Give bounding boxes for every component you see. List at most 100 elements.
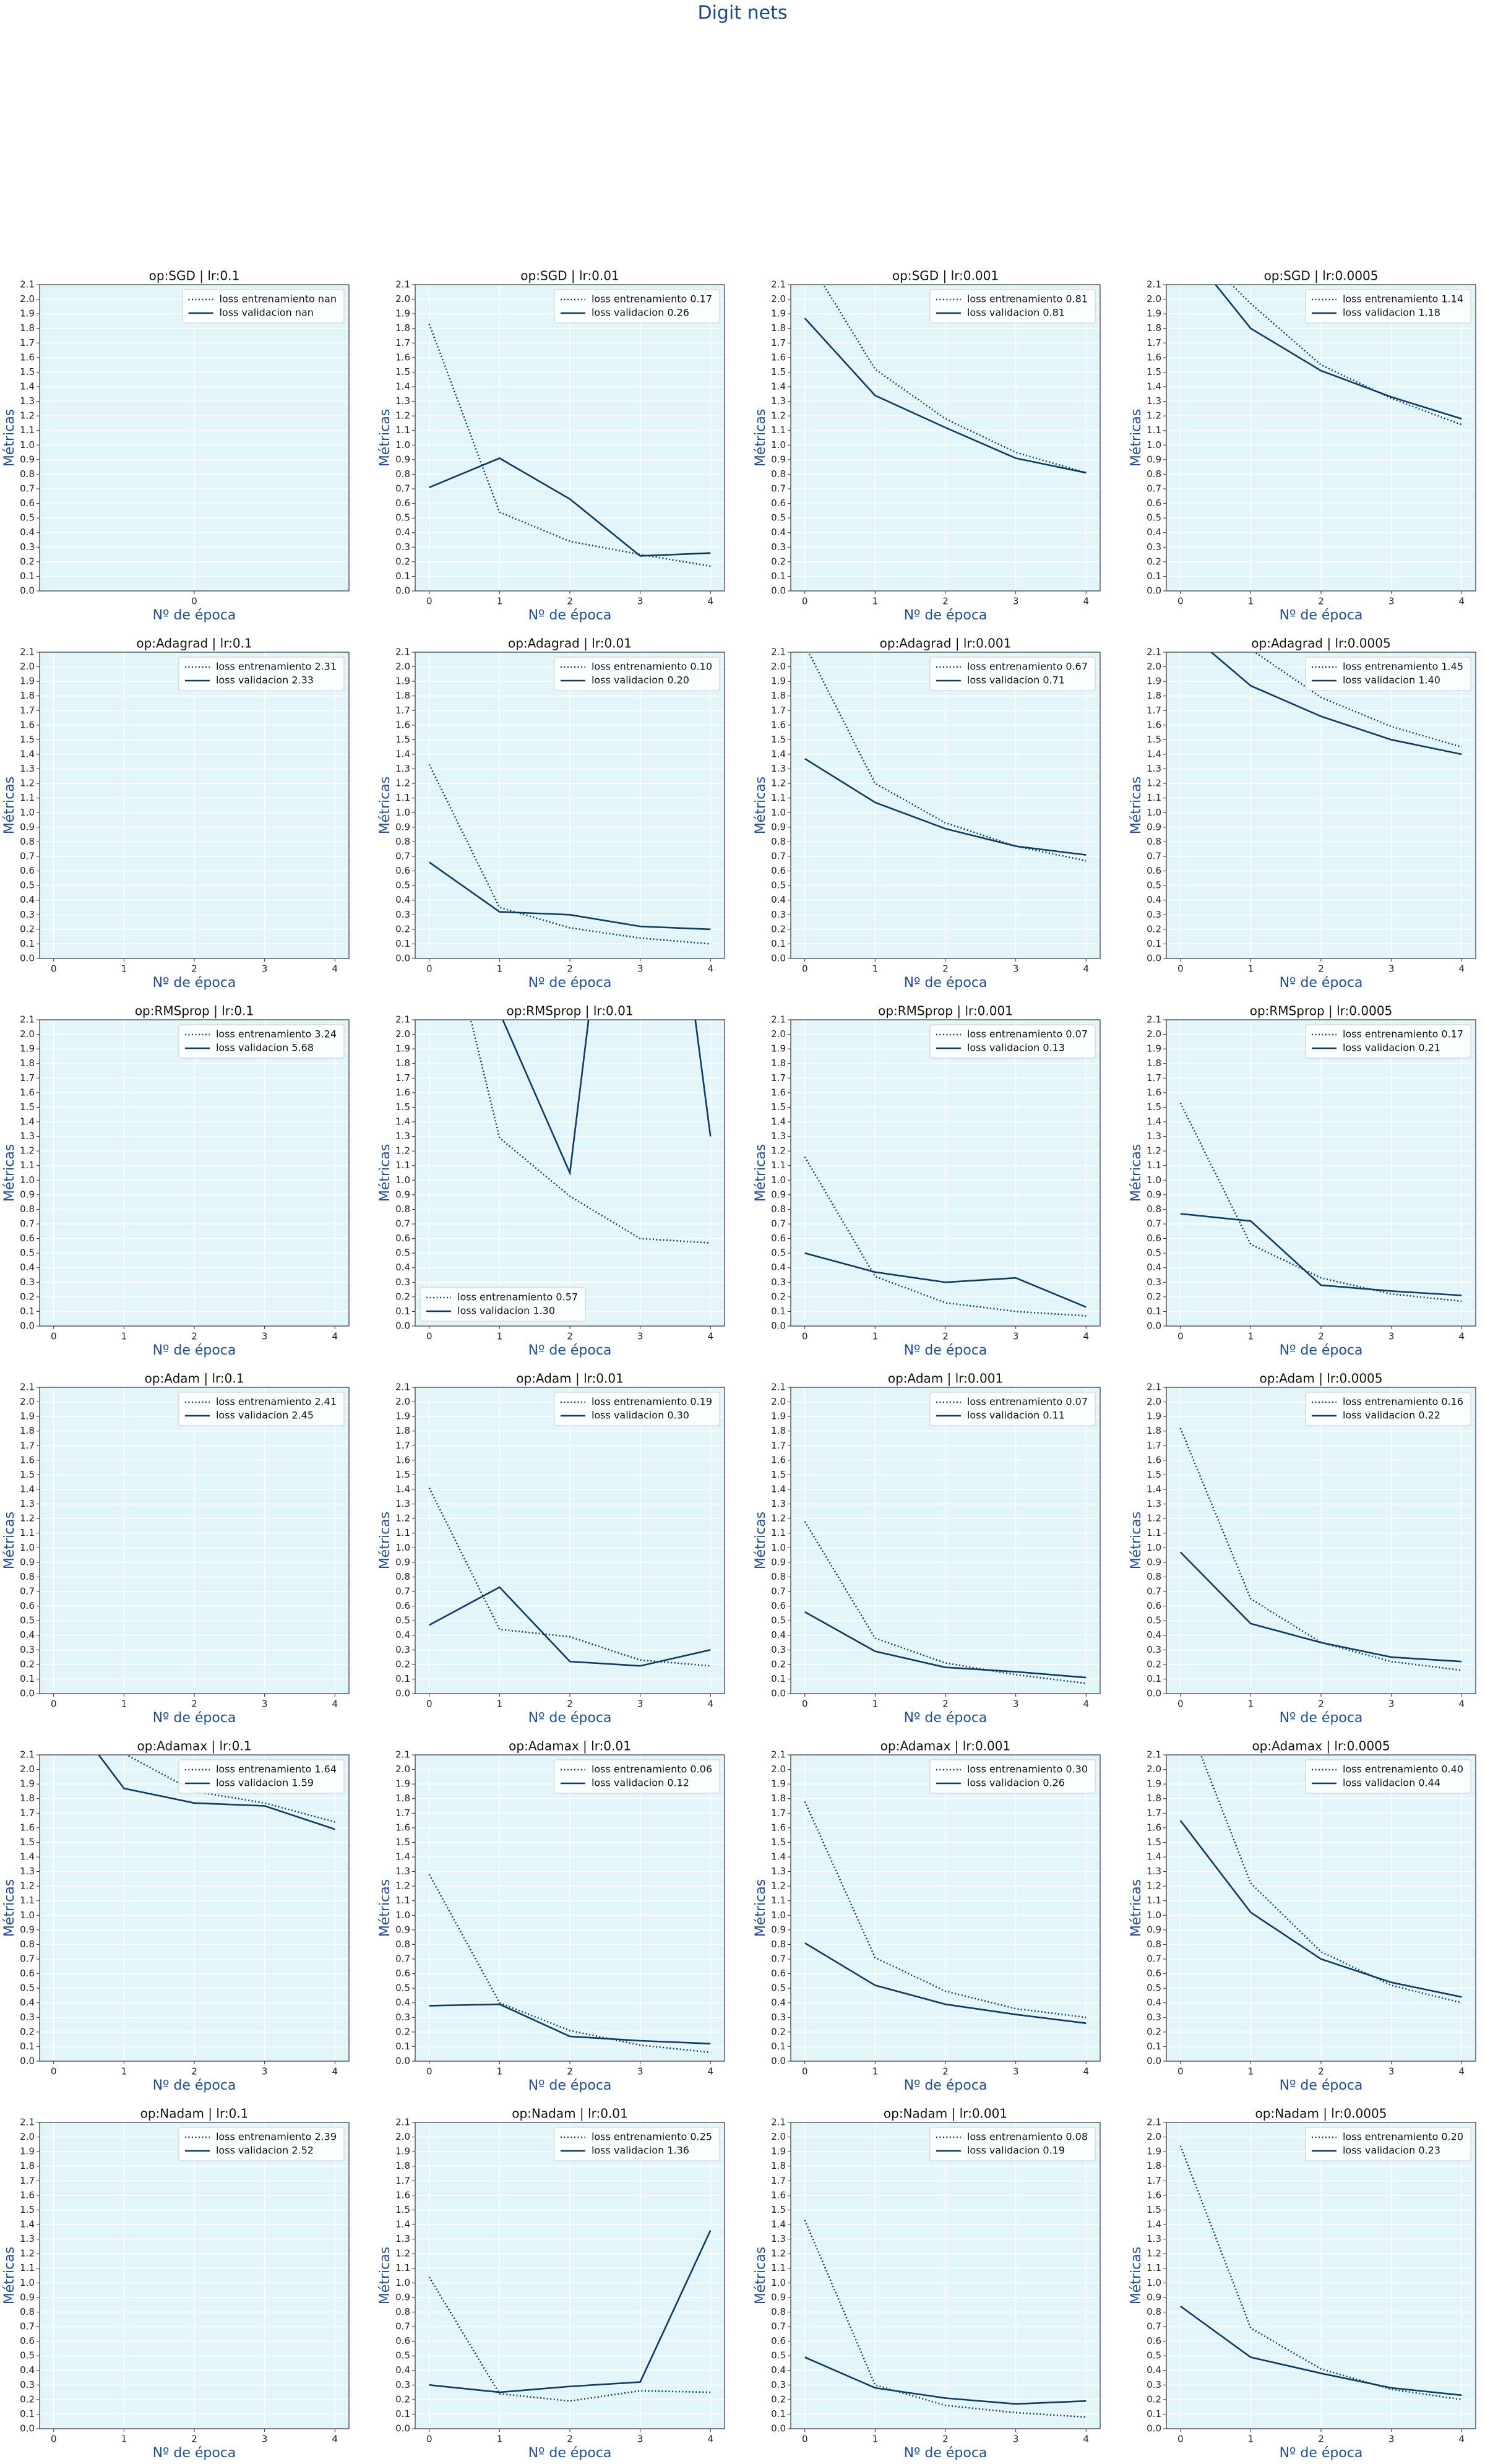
y-tick-label: 0.0 <box>20 2056 35 2067</box>
y-tick-label: 1.5 <box>20 1837 35 1848</box>
y-tick-label: 1.4 <box>1147 1116 1161 1127</box>
y-tick-label: 2.0 <box>1147 1764 1161 1775</box>
y-tick-label: 0.2 <box>20 2393 35 2405</box>
x-tick-label: 0 <box>426 963 433 975</box>
x-tick-label: 2 <box>191 1331 197 1342</box>
series-line <box>428 1874 711 2054</box>
y-tick-label: 1.3 <box>771 1131 786 1142</box>
x-axis-label: Nº de época <box>1280 975 1363 991</box>
y-tick-label: 1.6 <box>395 1087 410 1098</box>
y-tick-label: 0.1 <box>20 571 35 582</box>
y-tick-label: 1.8 <box>1147 690 1161 701</box>
y-tick-label: 1.9 <box>1147 1043 1161 1054</box>
y-axis-label: Métricas <box>2 1879 17 1937</box>
y-tick-label: 1.0 <box>1147 1174 1161 1186</box>
legend: loss entrenamiento 0.40 loss validacion 0… <box>1305 1759 1471 1794</box>
subplot: 0.0 0.1 0.2 0.3 0.4 0.5 0.6 0.7 0.8 0.9 1.0 1.1 1.2 1… <box>753 2106 1101 2461</box>
legend: loss entrenamiento 3.24 loss validacion 5… <box>178 1024 345 1059</box>
y-tick-label: 1.6 <box>395 719 410 730</box>
y-tick-label: 1.4 <box>1147 381 1161 392</box>
y-tick-label: 1.9 <box>395 676 410 687</box>
y-tick-label: 0.8 <box>20 468 35 480</box>
y-tick-label: 1.9 <box>771 308 786 319</box>
y-tick-label: 1.2 <box>771 1513 786 1524</box>
y-axis-label: Métricas <box>753 1512 768 1569</box>
x-tick-label: 0 <box>426 1331 433 1342</box>
y-tick-label: 0.8 <box>771 468 786 480</box>
y-tick-label: 0.5 <box>395 1615 410 1626</box>
y-tick-label: 1.7 <box>20 337 35 348</box>
x-tick-label: 0 <box>1177 1699 1184 1710</box>
x-axis-label: Nº de época <box>528 975 612 991</box>
subplot-title: op:Adamax | lr:0.1 <box>137 1739 252 1754</box>
series-line <box>1179 2145 1462 2401</box>
legend-label: loss entrenamiento 2.41 <box>216 1396 337 1408</box>
y-tick-label: 2.1 <box>395 279 410 290</box>
legend-label: loss entrenamiento 0.19 <box>592 1396 712 1408</box>
legend: loss entrenamiento 0.20 loss validacion 0… <box>1305 2127 1471 2161</box>
y-tick-label: 1.6 <box>20 1454 35 1465</box>
y-tick-label: 1.0 <box>1147 1910 1161 1921</box>
y-tick-label: 0.4 <box>771 2364 786 2376</box>
y-tick-label: 1.8 <box>20 1425 35 1436</box>
y-tick-label: 1.8 <box>1147 322 1161 334</box>
legend-box <box>1305 1024 1471 1059</box>
y-tick-label: 1.0 <box>20 439 35 450</box>
y-tick-label: 0.9 <box>20 1924 35 1935</box>
y-axis-label: Métricas <box>1129 1879 1144 1937</box>
y-axis-label: Métricas <box>377 777 393 834</box>
y-tick-label: 1.1 <box>395 1160 410 1171</box>
x-axis-label: Nº de época <box>528 608 612 623</box>
y-tick-label: 2.1 <box>1147 647 1161 658</box>
legend-label: loss validacion 0.21 <box>1343 1042 1440 1054</box>
series-line <box>124 1755 335 1823</box>
x-axis-label: Nº de época <box>1280 1710 1363 1726</box>
y-axis-label: Métricas <box>1129 1144 1144 1202</box>
legend-box <box>929 1759 1096 1794</box>
y-tick-label: 0.6 <box>1147 1600 1161 1611</box>
y-tick-label: 1.4 <box>1147 1851 1161 1863</box>
y-tick-label: 0.6 <box>1147 2335 1161 2346</box>
y-tick-label: 0.7 <box>395 1586 410 1597</box>
y-tick-label: 0.5 <box>771 1615 786 1626</box>
y-tick-label: 1.6 <box>395 351 410 363</box>
y-tick-label: 0.9 <box>20 1189 35 1200</box>
y-tick-label: 0.2 <box>1147 556 1161 567</box>
legend-label: loss validacion 2.45 <box>216 1410 314 1421</box>
y-tick-label: 2.1 <box>395 1382 410 1393</box>
y-tick-label: 0.0 <box>395 1320 410 1332</box>
y-tick-label: 0.4 <box>395 894 410 905</box>
y-tick-label: 1.7 <box>395 705 410 716</box>
y-tick-label: 1.1 <box>771 424 786 436</box>
x-tick-label: 1 <box>872 2434 879 2445</box>
y-tick-label: 1.4 <box>395 1484 410 1495</box>
x-axis-label: Nº de época <box>528 1710 612 1726</box>
y-tick-label: 2.1 <box>771 1014 786 1025</box>
y-tick-label: 0.3 <box>1147 541 1161 553</box>
y-tick-label: 0.2 <box>1147 1658 1161 1669</box>
x-tick-label: 2 <box>567 1331 573 1342</box>
legend-label: loss validacion 5.68 <box>216 1042 314 1054</box>
subplot: 0.0 0.1 0.2 0.3 0.4 0.5 0.6 0.7 0.8 0.9 1.0 1.1 1.2 1… <box>753 636 1101 991</box>
y-tick-label: 1.2 <box>1147 778 1161 789</box>
y-tick-label: 0.9 <box>395 1924 410 1935</box>
x-axis-label: Nº de época <box>153 2078 236 2093</box>
y-tick-label: 1.8 <box>1147 1793 1161 1804</box>
y-tick-label: 1.3 <box>395 1131 410 1142</box>
x-axis-label: Nº de época <box>1280 2078 1363 2093</box>
x-tick-label: 0 <box>51 963 57 975</box>
y-tick-label: 0.8 <box>1147 2306 1161 2317</box>
y-tick-label: 0.9 <box>1147 1924 1161 1935</box>
y-tick-label: 0.8 <box>20 1204 35 1215</box>
series-line <box>807 652 1087 862</box>
y-tick-label: 0.2 <box>395 2026 410 2037</box>
legend-label: loss validacion 0.13 <box>967 1042 1065 1054</box>
y-tick-label: 1.4 <box>395 2219 410 2230</box>
y-tick-label: 1.1 <box>20 2262 35 2273</box>
y-tick-label: 0.8 <box>771 2306 786 2317</box>
y-tick-label: 0.9 <box>20 454 35 465</box>
y-tick-label: 0.3 <box>20 541 35 553</box>
y-tick-label: 0.6 <box>395 1233 410 1244</box>
y-tick-label: 0.0 <box>1147 2056 1161 2067</box>
y-tick-label: 1.9 <box>771 1778 786 1790</box>
